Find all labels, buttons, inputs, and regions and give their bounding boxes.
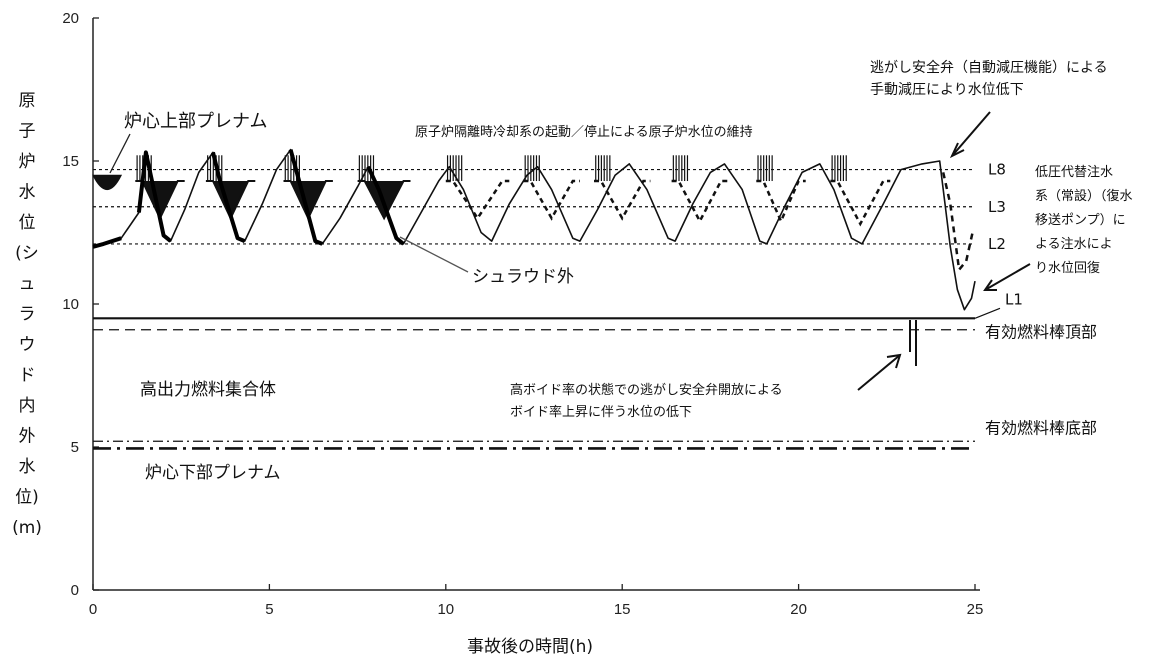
series-line-thick-segment bbox=[92, 236, 122, 249]
annotation-lp-line5: り水位回復 bbox=[1035, 260, 1100, 276]
annotation-lp-line2: 系（常設）（復水 bbox=[1035, 188, 1133, 204]
x-tick-label: 15 bbox=[614, 601, 631, 618]
series-layer bbox=[92, 148, 976, 311]
annotation-shroud-outside: シュラウド外 bbox=[472, 267, 574, 287]
y-tick-label: 10 bbox=[62, 296, 79, 313]
ref-line-l1-label: L1 bbox=[1005, 290, 1023, 308]
arrow-void bbox=[857, 354, 901, 391]
leader-shroud-outside bbox=[399, 236, 469, 273]
shroud-inside-dip bbox=[671, 179, 728, 224]
shroud-inside-dip bbox=[523, 179, 580, 221]
y-axis-label-char: ウ bbox=[19, 335, 36, 355]
series-line-thick-segment bbox=[288, 149, 324, 246]
annotation-hot-bundle: 高出力燃料集合体 bbox=[140, 380, 276, 400]
annotation-rcic: 原子炉隔離時冷却系の起動／停止による原子炉水位の維持 bbox=[415, 124, 753, 140]
annotation-lp-line1: 低圧代替注水 bbox=[1035, 165, 1113, 180]
x-ticks: 0 5 10 15 20 25 bbox=[89, 584, 984, 618]
ref-line-taf-label: 有効燃料棒頂部 bbox=[985, 323, 1097, 342]
y-axis-label-char: 外 bbox=[19, 427, 36, 447]
leader-upper-plenum bbox=[109, 133, 131, 174]
x-tick-label: 25 bbox=[967, 601, 984, 618]
y-axis-label-char: ラ bbox=[19, 305, 36, 325]
annotation-lower-plenum: 炉心下部プレナム bbox=[145, 463, 281, 483]
annotation-lp-line4: よる注水によ bbox=[1035, 237, 1113, 252]
annotation-void-line2: ボイド率上昇に伴う水位の低下 bbox=[510, 404, 692, 420]
series-line-thick-segment bbox=[211, 151, 246, 243]
series-line-thick-segment bbox=[366, 165, 405, 246]
arrow-lp-head bbox=[983, 279, 997, 291]
annotation-void-line1: 高ボイド率の状態での逃がし安全弁開放による bbox=[510, 382, 783, 398]
y-ticks: 0 5 10 15 20 bbox=[62, 10, 99, 599]
upper-plenum-fill bbox=[92, 174, 123, 191]
arrow-lp bbox=[984, 263, 1031, 291]
arrow-srv-head bbox=[949, 142, 965, 159]
y-axis-label-char: 水 bbox=[19, 183, 36, 203]
x-axis-label: 事故後の時間(h) bbox=[467, 637, 593, 657]
y-axis-label-char: 内 bbox=[19, 396, 36, 416]
x-tick-label: 10 bbox=[437, 601, 454, 618]
ref-line-l3-label: L3 bbox=[988, 198, 1006, 216]
ref-line-l2-label: L2 bbox=[988, 235, 1006, 253]
y-axis-label-char: ド bbox=[19, 366, 36, 386]
y-axis-label-char: 位) bbox=[15, 488, 39, 508]
annotation-lp-line3: 移送ポンプ）に bbox=[1035, 213, 1126, 228]
y-axis-label-char: 位 bbox=[19, 213, 36, 233]
x-tick-label: 0 bbox=[89, 601, 97, 618]
y-axis-label-char: 原 bbox=[19, 91, 36, 111]
annotation-srv-line1: 逃がし安全弁（自動減圧機能）による bbox=[870, 59, 1108, 76]
annotation-upper-plenum: 炉心上部プレナム bbox=[124, 111, 267, 132]
shroud-inside-region bbox=[92, 155, 975, 273]
leader-l1 bbox=[974, 307, 1001, 319]
y-axis-label-char: ュ bbox=[19, 274, 36, 294]
annotation-srv-line2: 手動減圧により水位低下 bbox=[870, 81, 1024, 98]
x-tick-label: 5 bbox=[265, 601, 273, 618]
y-tick-label: 5 bbox=[71, 439, 79, 456]
ref-line-baf-label: 有効燃料棒底部 bbox=[985, 418, 1097, 437]
x-tick-label: 20 bbox=[790, 601, 807, 618]
y-tick-label: 20 bbox=[62, 10, 79, 27]
y-tick-label: 15 bbox=[62, 153, 79, 170]
y-axis-label-char: 炉 bbox=[19, 152, 36, 172]
y-tick-label: 0 bbox=[71, 582, 79, 599]
arrow-void-head bbox=[886, 353, 902, 369]
arrow-srv bbox=[951, 111, 991, 157]
series-line-thick-segment bbox=[136, 150, 172, 243]
void-drop-marks bbox=[909, 320, 917, 366]
y-axis-label-char: 水 bbox=[19, 457, 36, 477]
y-axis-label-char: 子 bbox=[19, 122, 36, 142]
ref-line-l8-label: L8 bbox=[988, 161, 1006, 179]
y-axis-label-char: (m) bbox=[12, 518, 42, 538]
y-axis-label-char: (シ bbox=[15, 244, 39, 264]
shroud-inside-dip bbox=[445, 179, 510, 221]
